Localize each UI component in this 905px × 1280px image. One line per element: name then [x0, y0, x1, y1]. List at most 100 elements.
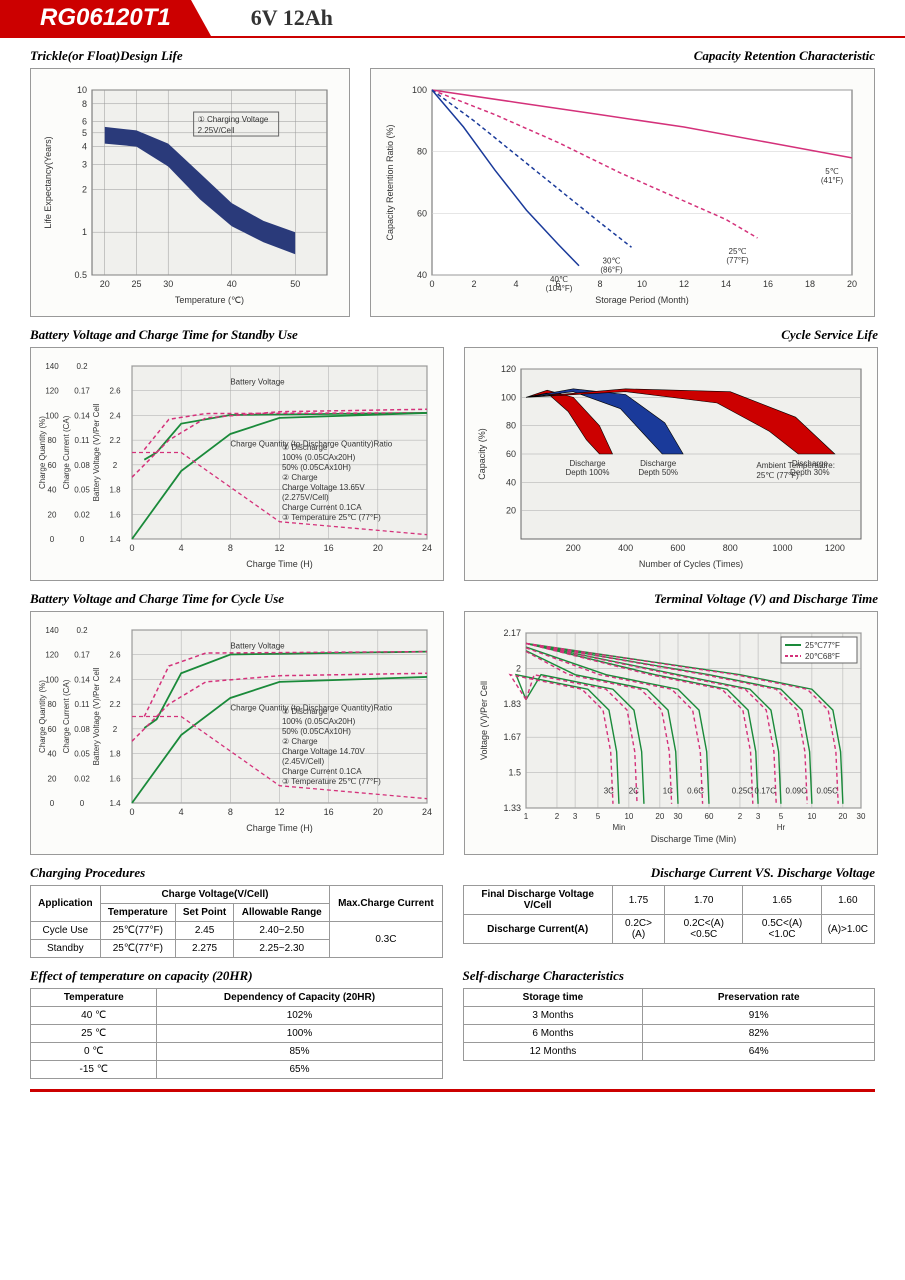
svg-text:0.25C: 0.25C	[732, 786, 754, 795]
svg-text:2: 2	[82, 184, 87, 194]
svg-text:Storage Period (Month): Storage Period (Month)	[595, 295, 689, 305]
model-badge: RG06120T1	[0, 0, 191, 36]
svg-text:400: 400	[618, 543, 633, 553]
svg-text:5: 5	[82, 128, 87, 138]
svg-text:2: 2	[738, 812, 743, 821]
svg-text:Charge Time (H): Charge Time (H)	[246, 559, 313, 569]
svg-text:40: 40	[227, 279, 237, 289]
svg-text:0.02: 0.02	[74, 774, 90, 783]
svg-text:2: 2	[113, 725, 118, 734]
chart3-box: 04812162024001.4200.021.6400.051.8600.08…	[30, 347, 444, 581]
svg-text:Battery Voltage (V)/Per Cell: Battery Voltage (V)/Per Cell	[92, 403, 101, 501]
svg-text:1.6: 1.6	[109, 510, 121, 519]
svg-text:(77°F): (77°F)	[726, 256, 749, 265]
svg-text:Hr: Hr	[777, 823, 786, 832]
svg-text:6: 6	[82, 117, 87, 127]
svg-text:(2.45V/Cell): (2.45V/Cell)	[282, 757, 325, 766]
spec-label: 6V 12Ah	[251, 5, 333, 31]
svg-text:0.6C: 0.6C	[687, 786, 704, 795]
svg-text:Capacity Retention Ratio (%): Capacity Retention Ratio (%)	[385, 124, 395, 240]
svg-text:0.11: 0.11	[75, 436, 91, 445]
svg-text:Battery Voltage (V)/Per Cell: Battery Voltage (V)/Per Cell	[92, 667, 101, 765]
svg-text:20: 20	[847, 279, 857, 289]
svg-text:2: 2	[471, 279, 476, 289]
svg-text:2.17: 2.17	[503, 628, 521, 638]
svg-text:10: 10	[807, 812, 816, 821]
svg-text:8: 8	[597, 279, 602, 289]
chart2-box: 024681012141618204060801005℃(41°F)25℃(77…	[370, 68, 875, 317]
svg-text:8: 8	[82, 99, 87, 109]
svg-text:③ Temperature 25℃ (77°F): ③ Temperature 25℃ (77°F)	[282, 513, 381, 522]
svg-text:Battery Voltage: Battery Voltage	[230, 378, 285, 387]
svg-text:Charge Current 0.1CA: Charge Current 0.1CA	[282, 767, 362, 776]
svg-text:0: 0	[50, 799, 55, 808]
svg-text:Ambient Temperature:: Ambient Temperature:	[756, 461, 835, 470]
svg-text:2: 2	[113, 461, 118, 470]
svg-text:2.4: 2.4	[109, 411, 121, 420]
svg-text:1.33: 1.33	[503, 803, 521, 813]
svg-text:1.8: 1.8	[109, 750, 121, 759]
svg-text:50: 50	[290, 279, 300, 289]
svg-text:16: 16	[324, 807, 334, 817]
svg-text:1.8: 1.8	[109, 486, 121, 495]
svg-text:3: 3	[82, 159, 87, 169]
svg-text:24: 24	[422, 543, 432, 553]
svg-text:5: 5	[779, 812, 784, 821]
svg-text:0: 0	[50, 535, 55, 544]
svg-text:0.17: 0.17	[74, 651, 90, 660]
svg-text:0: 0	[129, 543, 134, 553]
svg-text:4: 4	[82, 142, 87, 152]
svg-text:2.4: 2.4	[109, 675, 121, 684]
svg-text:1200: 1200	[825, 543, 845, 553]
chart5-box: 04812162024001.4200.021.6400.051.8600.08…	[30, 611, 444, 855]
svg-text:1.4: 1.4	[109, 535, 121, 544]
svg-text:120: 120	[501, 364, 516, 374]
svg-text:25℃: 25℃	[729, 247, 747, 256]
chart6-box: 1235102030602351020301.331.51.671.8322.1…	[464, 611, 878, 855]
svg-text:40: 40	[417, 270, 427, 280]
chart2-title: Capacity Retention Characteristic	[370, 48, 875, 64]
svg-text:1.4: 1.4	[109, 799, 121, 808]
svg-text:60: 60	[506, 449, 516, 459]
svg-text:60: 60	[705, 812, 714, 821]
svg-text:100% (0.05CAx20H): 100% (0.05CAx20H)	[282, 453, 356, 462]
svg-text:40: 40	[506, 477, 516, 487]
svg-text:4: 4	[179, 807, 184, 817]
svg-text:① Discharge: ① Discharge	[282, 707, 328, 716]
svg-text:80: 80	[417, 147, 427, 157]
svg-text:0.2: 0.2	[76, 362, 88, 371]
svg-text:18: 18	[805, 279, 815, 289]
svg-text:Charge Current (CA): Charge Current (CA)	[62, 679, 71, 753]
svg-text:40℃: 40℃	[550, 275, 568, 284]
svg-text:② Charge: ② Charge	[282, 737, 318, 746]
svg-text:0.14: 0.14	[74, 411, 90, 420]
svg-text:0.2: 0.2	[76, 626, 88, 635]
svg-text:16: 16	[763, 279, 773, 289]
svg-text:30: 30	[674, 812, 683, 821]
table2-title: Discharge Current VS. Discharge Voltage	[463, 865, 876, 881]
svg-text:10: 10	[77, 85, 87, 95]
svg-text:8: 8	[228, 543, 233, 553]
svg-text:Voltage (V)/Per Cell: Voltage (V)/Per Cell	[479, 681, 489, 760]
svg-text:0.11: 0.11	[75, 700, 91, 709]
svg-text:20: 20	[100, 279, 110, 289]
chart5-title: Battery Voltage and Charge Time for Cycl…	[30, 591, 444, 607]
svg-text:20: 20	[655, 812, 664, 821]
svg-text:30℃: 30℃	[603, 256, 621, 265]
svg-text:25℃77°F: 25℃77°F	[805, 641, 840, 650]
svg-text:800: 800	[723, 543, 738, 553]
svg-text:② Charge: ② Charge	[282, 473, 318, 482]
svg-text:1.5: 1.5	[508, 768, 521, 778]
table3-title: Effect of temperature on capacity (20HR)	[30, 968, 443, 984]
svg-text:0.09C: 0.09C	[786, 786, 808, 795]
svg-text:20: 20	[48, 774, 57, 783]
svg-text:25℃ (77°F): 25℃ (77°F)	[756, 471, 799, 480]
svg-text:Discharge Time (Min): Discharge Time (Min)	[651, 834, 737, 844]
svg-text:2.6: 2.6	[109, 651, 121, 660]
svg-text:120: 120	[45, 651, 59, 660]
svg-text:0: 0	[429, 279, 434, 289]
svg-text:30: 30	[163, 279, 173, 289]
svg-text:100: 100	[501, 392, 516, 402]
svg-text:Battery Voltage: Battery Voltage	[230, 642, 285, 651]
svg-text:140: 140	[45, 626, 59, 635]
